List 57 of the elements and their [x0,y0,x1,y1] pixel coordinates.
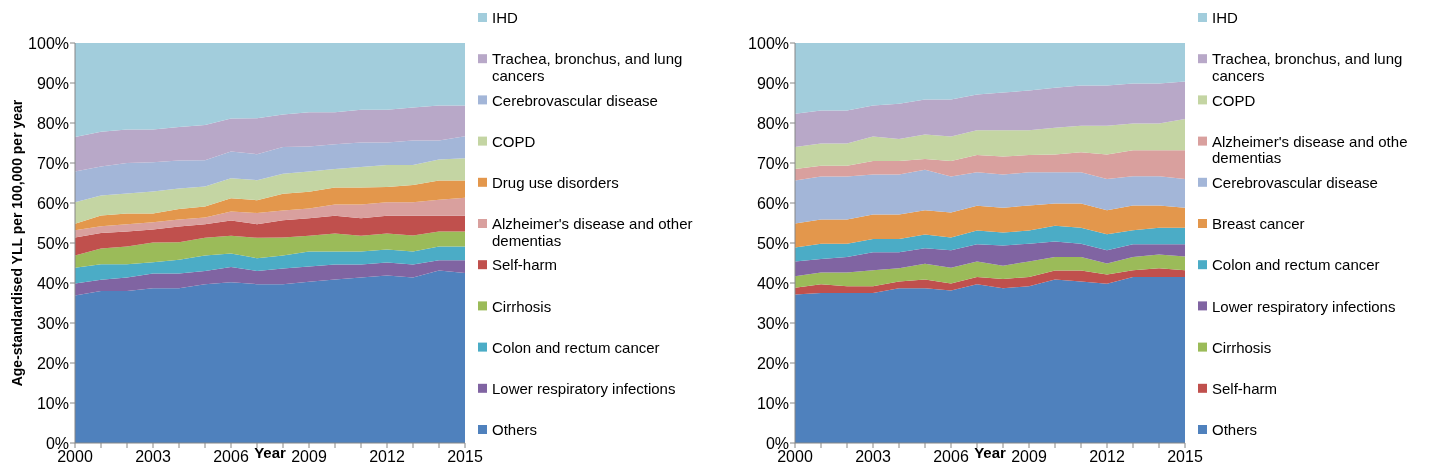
x-tick-label: 2006 [933,448,969,464]
legend-label: Cirrhosis [492,297,552,315]
y-tick-label: 60% [36,194,69,212]
y-tick-label: 100% [28,34,69,52]
y-tick-label: 60% [756,194,789,212]
y-tick-label: 10% [756,394,789,412]
x-axis-title: Year [254,444,287,461]
y-tick-label: 30% [756,314,789,332]
legend-label: Cerebrovascular disease [492,91,658,109]
x-tick-label: 2015 [1167,448,1203,464]
legend-label: Others [1212,421,1258,439]
legend-label: Alzheimer's disease and othe dementias [1212,132,1408,167]
y-tick-label: 50% [36,234,69,252]
x-tick-label: 2006 [213,448,249,464]
x-tick-label: 2009 [291,448,327,464]
legend-label: Lower respiratory infections [492,380,676,398]
y-tick-label: 90% [36,74,69,92]
legend-label: Self-harm [492,256,558,274]
legend-label: Others [492,421,538,439]
legend-label: Self-harm [1212,380,1278,398]
x-tick-label: 2015 [447,448,483,464]
legend-label: Colon and rectum cancer [1212,256,1380,274]
y-tick-label: 80% [36,114,69,132]
x-tick-label: 2012 [369,448,405,464]
x-axis-title: Year [974,444,1007,461]
y-tick-label: 70% [756,154,789,172]
legend-label: Cerebrovascular disease [1212,174,1378,192]
x-tick-label: 2009 [1011,448,1047,464]
legend-label: Drug use disorders [492,174,619,192]
x-tick-label: 2003 [855,448,891,464]
legend-label: COPD [1212,91,1256,109]
legend-label: IHD [492,9,518,27]
y-tick-label: 10% [36,394,69,412]
y-tick-label: 30% [36,314,69,332]
legend-label: Cirrhosis [1212,338,1272,356]
legend-label: Lower respiratory infections [1212,297,1396,315]
legend-label: Trachea, bronchus, and lung cancers [492,50,683,84]
x-tick-label: 2000 [777,448,813,464]
legend-label: COPD [492,132,536,150]
y-tick-label: 20% [36,354,69,372]
x-tick-label: 2012 [1089,448,1125,464]
legend-label: IHD [1212,9,1238,27]
y-axis-title: Age-standardised YLL per 100,000 per year [9,99,25,387]
legend-label: Breast cancer [1212,215,1305,233]
legend-label: Colon and rectum cancer [492,338,660,356]
x-tick-label: 2003 [135,448,171,464]
y-tick-label: 70% [36,154,69,172]
y-tick-label: 80% [756,114,789,132]
y-tick-label: 90% [756,74,789,92]
legend-label: Trachea, bronchus, and lung cancers [1212,50,1403,84]
y-tick-label: 50% [756,234,789,252]
y-tick-label: 40% [36,274,69,292]
y-tick-label: 100% [748,34,789,52]
legend-label: Alzheimer's disease and other dementias [492,215,693,249]
y-tick-label: 40% [756,274,789,292]
y-tick-label: 20% [756,354,789,372]
x-tick-label: 2000 [57,448,93,464]
